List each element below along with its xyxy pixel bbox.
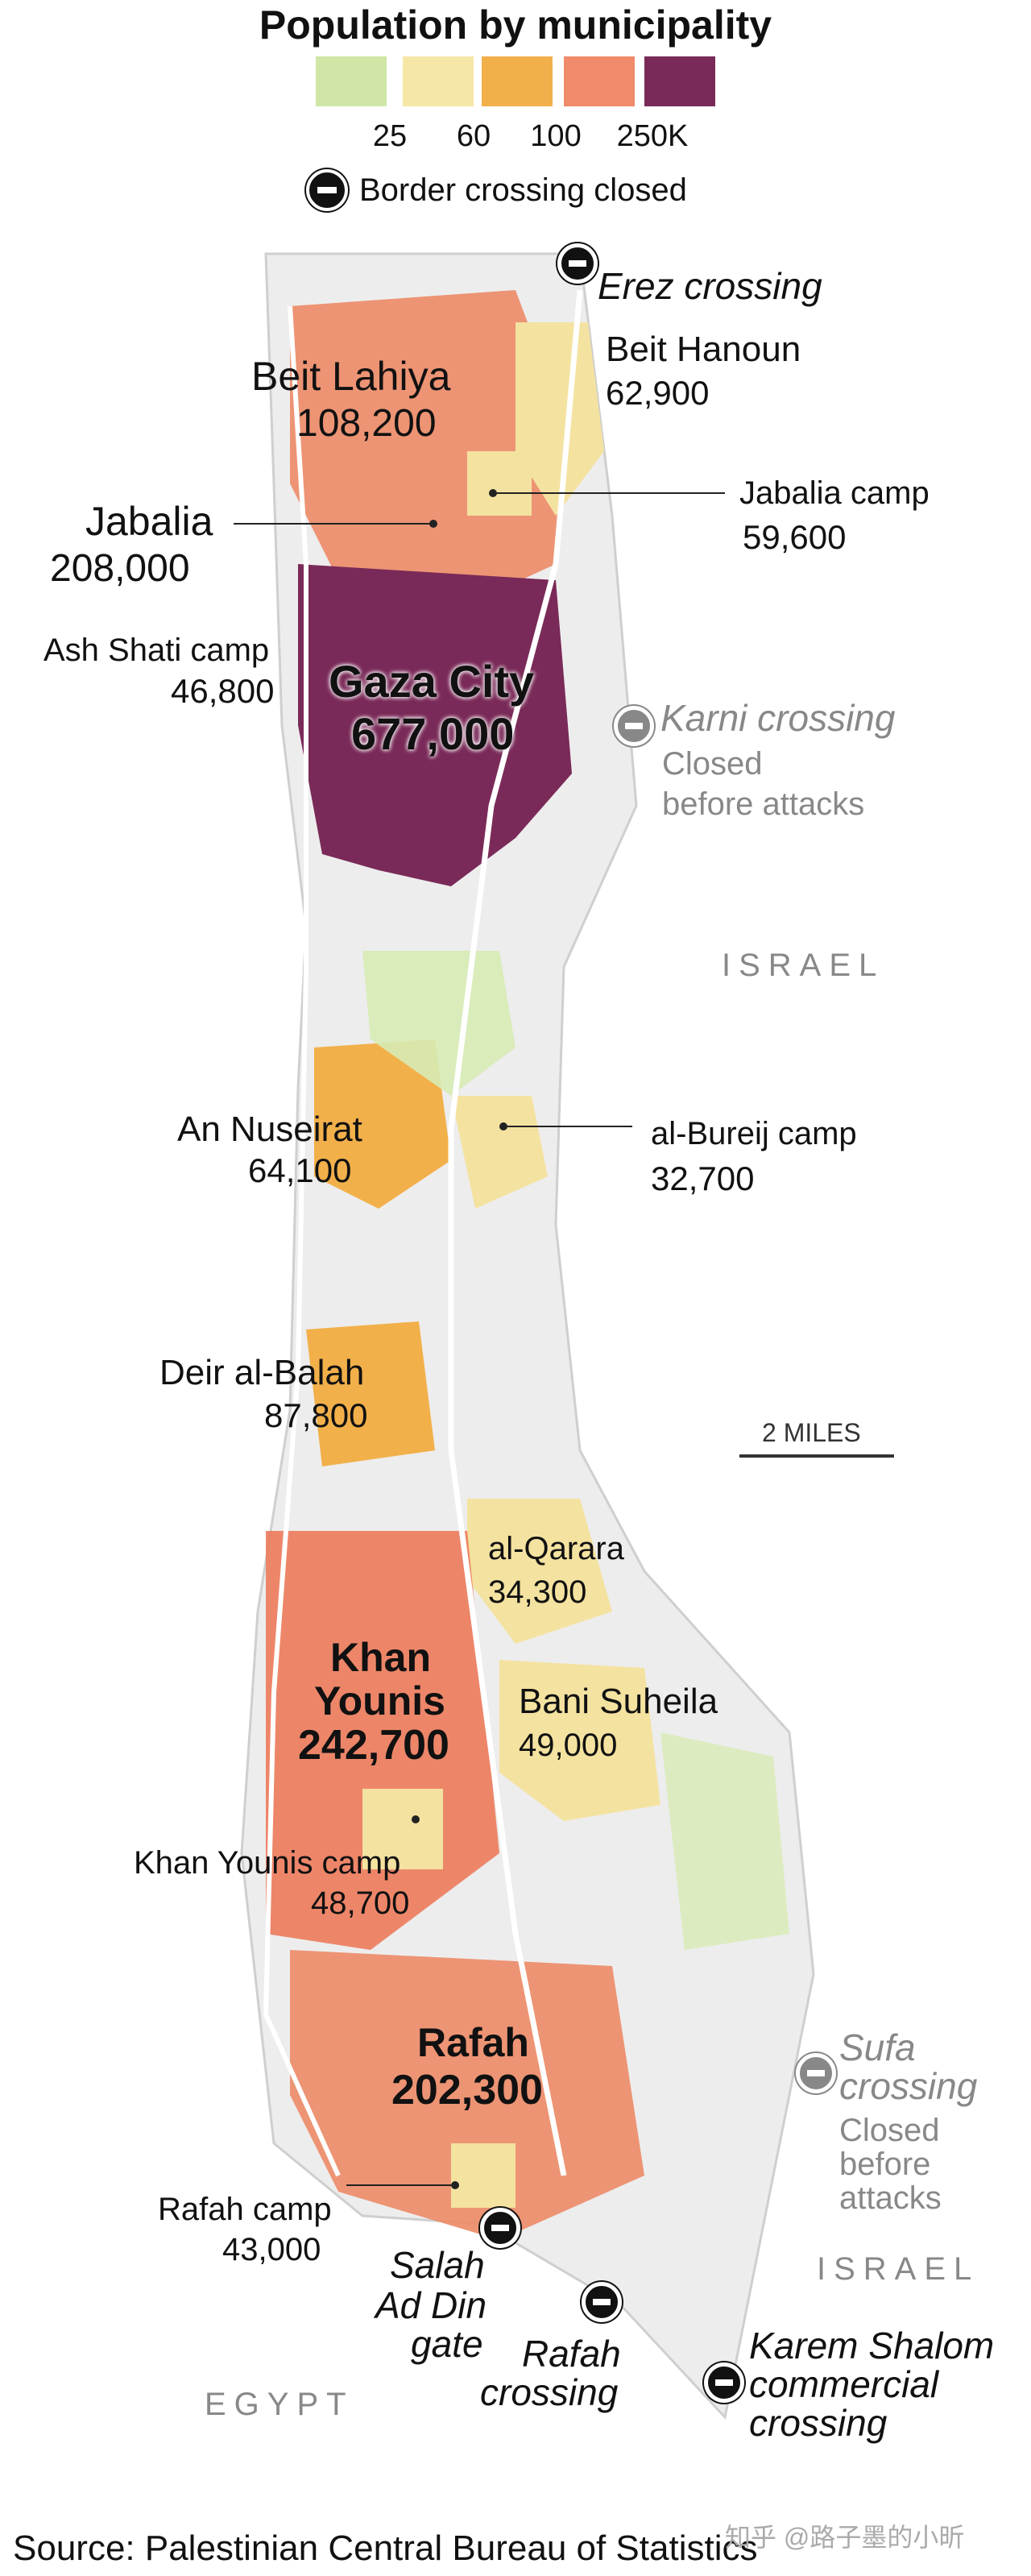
label-gaza-city: Gaza City (329, 656, 535, 707)
label-karem-shalom-line2: commercial (749, 2363, 939, 2405)
legend-swatch-100 (564, 56, 635, 106)
gaza-city-area (298, 564, 572, 886)
pop-khan-younis-camp: 48,700 (311, 1885, 410, 1921)
label-beit-hanoun: Beit Hanoun (606, 330, 801, 369)
pop-rafah: 202,300 (391, 2067, 543, 2113)
label-rafah-camp: Rafah camp (158, 2192, 332, 2227)
legend-swatch-250k (644, 56, 715, 106)
label-sufa-line1: Sufa (839, 2026, 916, 2068)
sufa-crossing-icon (796, 2053, 836, 2093)
label-rafah-crossing-line2: crossing (480, 2371, 619, 2413)
label-salah-line1: Salah (390, 2244, 485, 2286)
pop-rafah-camp: 43,000 (222, 2232, 321, 2267)
label-khan-younis-line2: Younis (314, 1678, 445, 1724)
label-al-bureij-camp: al-Bureij camp (651, 1116, 857, 1151)
sufa-note-line2: before (839, 2147, 931, 2182)
source-note: Source: Palestinian Central Bureau of St… (13, 2528, 758, 2568)
watermark: 知乎 @路子墨的小昕 (725, 2523, 965, 2552)
label-al-qarara: al-Qarara (488, 1531, 624, 1566)
map-title: Population by municipality (259, 2, 772, 48)
erez-crossing-icon (557, 243, 598, 284)
label-khan-younis-line1: Khan (330, 1635, 431, 1680)
bani-suheila-area (499, 1660, 660, 1821)
rafah-camp-area (451, 2143, 516, 2208)
label-salah-line3: gate (411, 2323, 483, 2365)
label-ash-shati-camp: Ash Shati camp (43, 633, 270, 668)
label-karem-shalom-line3: crossing (749, 2402, 888, 2444)
khan-younis-camp-area (362, 1789, 443, 1869)
label-khan-younis-camp: Khan Younis camp (134, 1845, 401, 1881)
label-bani-suheila: Bani Suheila (519, 1682, 718, 1721)
al-qarara-area (467, 1499, 612, 1644)
legend-swatch-25 (403, 56, 474, 106)
jabalia-camp-marker (489, 489, 497, 497)
karem-shalom-crossing-icon (704, 2362, 744, 2403)
pop-deir-al-balah: 87,800 (264, 1396, 368, 1434)
jabalia-camp-area (467, 451, 532, 516)
north-municipalities-area (290, 290, 564, 612)
legend-closed-label: Border crossing closed (359, 172, 687, 208)
scale-label: 2 MILES (762, 1418, 861, 1447)
legend-swatch-60 (482, 56, 553, 106)
label-erez-crossing: Erez crossing (598, 265, 822, 307)
pop-beit-hanoun: 62,900 (606, 374, 710, 412)
pop-jabalia: 208,000 (50, 547, 190, 590)
label-israel-north: ISRAEL (722, 948, 885, 983)
beit-hanoun-area (516, 322, 604, 516)
rafah-crossing-icon (582, 2282, 622, 2322)
pop-an-nuseirat: 64,100 (248, 1151, 352, 1189)
pop-bani-suheila: 49,000 (519, 1728, 618, 1763)
label-salah-line2: Ad Din (375, 2284, 487, 2326)
label-rafah: Rafah (417, 2020, 529, 2065)
label-karem-shalom-line1: Karem Shalom (749, 2325, 995, 2367)
pop-ash-shati-camp: 46,800 (171, 672, 275, 710)
bureij-marker (499, 1122, 507, 1130)
label-jabalia-camp: Jabalia camp (739, 475, 930, 511)
legend-label-250k: 250K (616, 119, 689, 153)
scale-bar (739, 1454, 894, 1458)
label-jabalia: Jabalia (85, 499, 213, 544)
karni-note-line1: Closed (662, 746, 763, 782)
pop-jabalia-camp: 59,600 (743, 518, 847, 556)
middle-area-green (362, 951, 516, 1096)
label-beit-lahiya: Beit Lahiya (251, 354, 451, 399)
pop-khan-younis: 242,700 (298, 1722, 449, 1769)
closed-crossing-icon (306, 169, 348, 211)
legend-label-25: 25 (372, 119, 408, 153)
east-area-green (660, 1732, 789, 1950)
main-road (448, 289, 583, 2176)
deir-al-balah-area (306, 1321, 435, 1466)
salah-ad-din-gate-icon (480, 2208, 520, 2248)
pop-gaza-city: 677,000 (351, 708, 515, 759)
bureij-area (451, 1096, 548, 1209)
rafah-area (290, 1950, 644, 2240)
legend-label-60: 60 (456, 119, 491, 153)
pop-beit-lahiya: 108,200 (296, 402, 437, 445)
coastal-road (263, 305, 341, 2177)
label-rafah-crossing-line1: Rafah (522, 2333, 621, 2375)
khan-younis-camp-marker (412, 1815, 420, 1823)
nuseirat-area (314, 1039, 451, 1209)
sufa-note-line1: Closed (839, 2113, 940, 2148)
label-an-nuseirat: An Nuseirat (177, 1110, 362, 1149)
label-karni-crossing: Karni crossing (660, 697, 896, 739)
legend-label-100: 100 (530, 119, 582, 153)
sufa-note-line3: attacks (839, 2180, 942, 2216)
label-israel-south: ISRAEL (817, 2251, 980, 2287)
pop-al-bureij-camp: 32,700 (651, 1159, 755, 1197)
pop-al-qarara: 34,300 (488, 1574, 587, 1610)
jabalia-marker (429, 520, 437, 528)
label-egypt: EGYPT (205, 2387, 354, 2422)
legend-swatch-lowest (316, 56, 387, 106)
label-deir-al-balah: Deir al-Balah (159, 1353, 365, 1392)
label-sufa-line2: crossing (839, 2065, 978, 2107)
legend-closed-crossing: Border crossing closed (306, 169, 687, 211)
rafah-camp-marker (451, 2181, 459, 2189)
karni-note-line2: before attacks (662, 786, 865, 822)
karni-crossing-icon (614, 706, 654, 746)
